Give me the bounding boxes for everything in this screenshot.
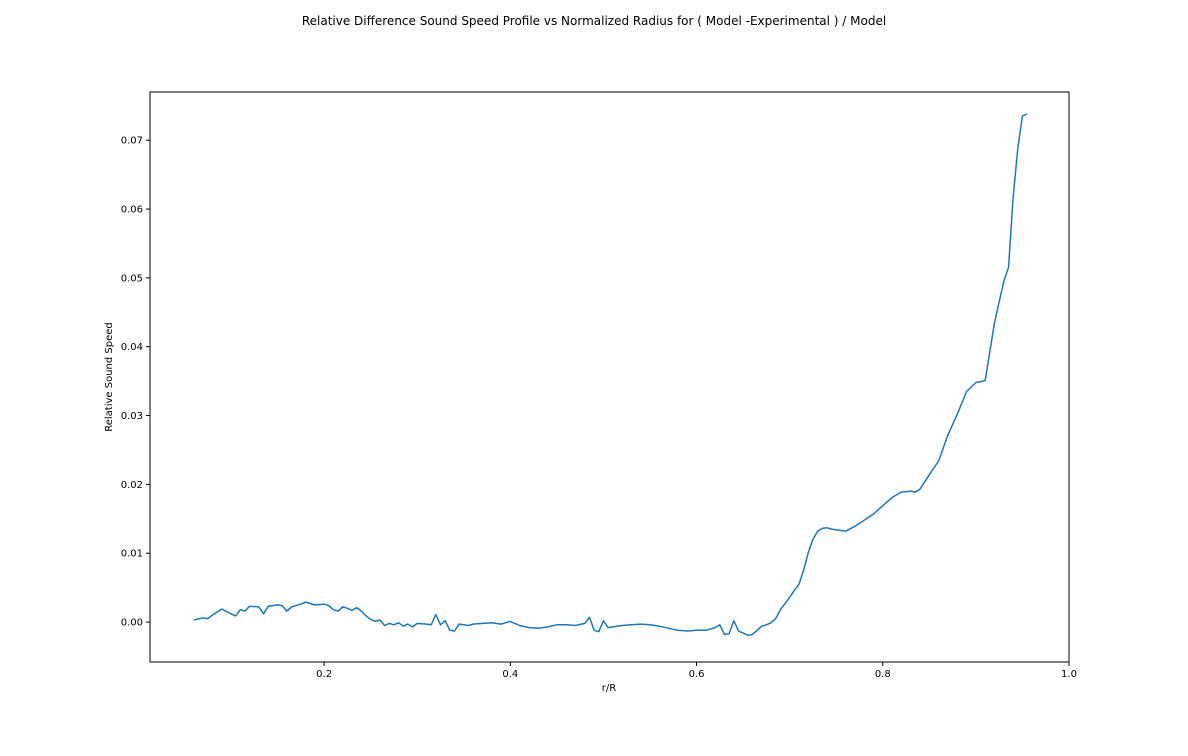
- y-axis: 0.00 0.01 0.02 0.03 0.04 0.05 0.06 0.07: [121, 136, 150, 629]
- y-tick-label: 0.06: [121, 205, 143, 216]
- y-tick-label: 0.02: [121, 480, 143, 491]
- x-tick-label: 0.2: [316, 669, 332, 680]
- x-tick-label: 0.6: [689, 669, 705, 680]
- x-tick-label: 1.0: [1061, 669, 1077, 680]
- y-tick-label: 0.00: [121, 618, 143, 629]
- y-tick-label: 0.04: [121, 342, 143, 353]
- plot-frame: [149, 91, 1070, 663]
- y-axis-label: Relative Sound Speed: [104, 322, 115, 432]
- x-tick-label: 0.4: [502, 669, 518, 680]
- x-axis-label: r/R: [602, 683, 616, 694]
- y-tick-label: 0.07: [121, 136, 143, 147]
- y-tick-label: 0.01: [121, 549, 143, 560]
- y-tick-label: 0.03: [121, 411, 143, 422]
- chart-title: Relative Difference Sound Speed Profile …: [302, 14, 886, 28]
- series-line: [193, 113, 1028, 636]
- x-tick-label: 0.8: [875, 669, 891, 680]
- x-axis: 0.2 0.4 0.6 0.8 1.0: [316, 662, 1077, 680]
- y-tick-label: 0.05: [121, 273, 143, 284]
